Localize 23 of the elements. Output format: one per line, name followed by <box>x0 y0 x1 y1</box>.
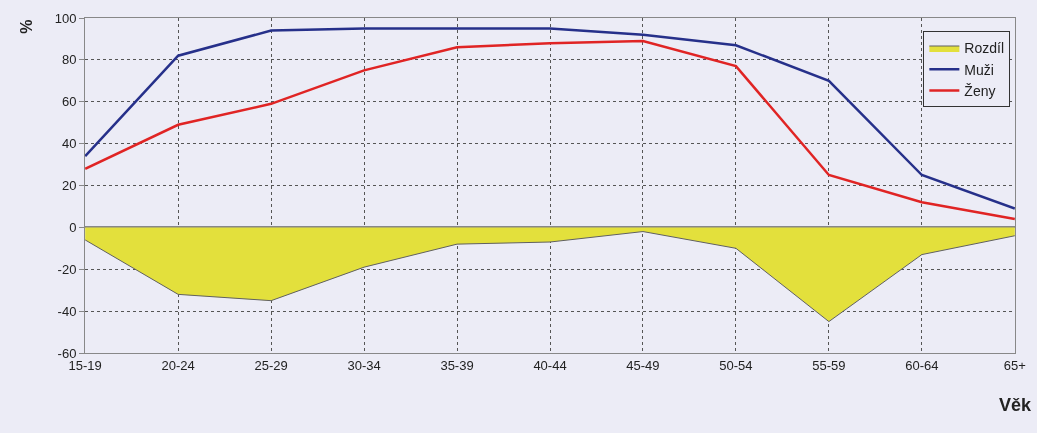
x-tick-label: 25-29 <box>254 357 288 373</box>
x-tick-label: 60-64 <box>905 357 939 373</box>
x-tick-label: 55-59 <box>812 357 846 373</box>
x-tick-label: 20-24 <box>161 357 195 373</box>
y-tick-label: 20 <box>61 178 77 194</box>
x-tick-label: 30-34 <box>347 357 381 373</box>
x-tick-label: 50-54 <box>719 357 753 373</box>
legend-label: Ženy <box>964 82 996 99</box>
legend-label: Rozdíl <box>964 40 1005 57</box>
y-tick-label: 60 <box>61 94 77 110</box>
x-tick-label: 40-44 <box>533 357 567 373</box>
y-axis-title: % <box>17 19 35 34</box>
x-axis-title: Věk <box>999 395 1033 415</box>
y-tick-label: 40 <box>61 136 77 152</box>
y-tick-label: -20 <box>57 261 77 277</box>
x-tick-label: 65+ <box>1003 357 1026 373</box>
legend-label: Muži <box>964 61 994 78</box>
y-tick-label: 0 <box>69 219 77 235</box>
x-tick-label: 35-39 <box>440 357 474 373</box>
y-tick-label: -40 <box>57 303 77 319</box>
x-tick-label: 45-49 <box>626 357 660 373</box>
y-tick-label: 100 <box>54 10 77 26</box>
y-tick-label: 80 <box>61 52 77 68</box>
